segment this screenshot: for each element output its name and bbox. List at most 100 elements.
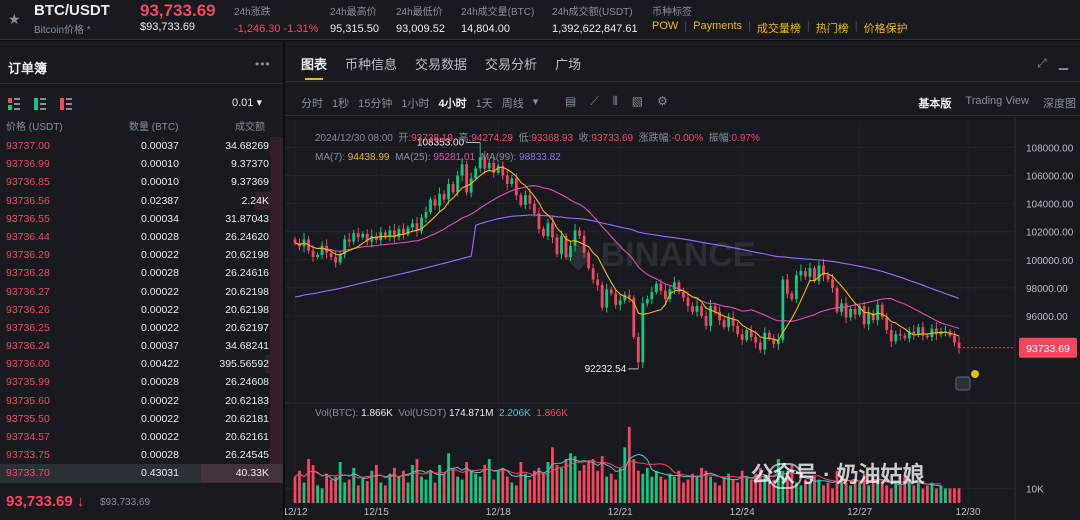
interval-time[interactable]: 分时 [301,98,323,110]
candle [659,283,663,291]
ask-price: 93736.29 [6,249,50,262]
y-tick-label: 106000.00 [1026,172,1074,183]
candle [736,325,740,335]
indicator-icon[interactable]: ▤ [565,94,577,108]
orderbook-asks-icon[interactable] [60,98,72,110]
volume-bar [826,482,830,503]
interval-more-dropdown[interactable]: ▾ [532,96,539,108]
interval-bar: 分时 1秒 15分钟 1小时 4小时 1天 周线 ▾ [301,95,547,111]
ask-row[interactable]: 93734.57 0.00022 20.62161 [0,428,283,447]
divider [285,81,1080,82]
expand-icon[interactable]: ⤢ [1037,56,1047,70]
volume-bar [365,481,369,503]
volume-bar [898,485,902,503]
candle [406,227,410,235]
interval-1s[interactable]: 1秒 [332,98,350,110]
ask-row[interactable]: 93736.24 0.00037 34.68241 [0,337,283,356]
volume-bar [392,467,396,503]
view-trading-view[interactable]: Trading View [965,95,1029,107]
volume-bar [505,476,509,503]
interval-1w[interactable]: 周线 [501,98,524,110]
ask-row[interactable]: 93735.60 0.00022 20.62183 [0,391,283,410]
ask-row[interactable]: 93736.26 0.00022 20.62198 [0,300,283,319]
price-step-select[interactable]: 0.01 ▾ [232,97,262,109]
ask-row[interactable]: 93736.99 0.00010 9.37370 [0,155,283,174]
view-basic[interactable]: 基本版 [918,98,952,110]
interval-1h[interactable]: 1小时 [401,98,430,110]
draw-line-icon[interactable]: ⟋ [590,94,599,108]
volume-tick-label: 10K [1026,484,1044,495]
candle [713,306,717,312]
fx-icon[interactable]: ▧ [631,94,644,108]
ma7-line [294,166,960,342]
tab-trading-data[interactable]: 交易数据 [415,57,468,72]
tag-pow[interactable]: POW [652,20,679,32]
ask-row[interactable]: 93736.55 0.00034 31.87043 [0,209,283,228]
ask-row[interactable]: 93737.00 0.00037 34.68269 [0,137,283,156]
tag-hot-rank[interactable]: 热门榜 [815,23,849,35]
candlestick-chart[interactable]: 108000.00 106000.00 104000.00 102000.00 1000… [285,41,1080,520]
ask-row[interactable]: 93736.28 0.00028 26.24616 [0,264,283,283]
volume-bar [654,470,658,503]
more-icon[interactable]: ••• [255,57,271,71]
ask-row[interactable]: 93736.27 0.00022 20.62198 [0,282,283,301]
view-depth[interactable]: 深度图 [1043,98,1076,110]
pair-title[interactable]: BTC/USDT [34,2,110,19]
tag-payments[interactable]: Payments [693,20,743,32]
ask-row[interactable]: 93733.70 0.43031 40.33K [0,464,283,483]
ask-row[interactable]: 93736.25 0.00022 20.62197 [0,318,283,338]
candle [925,335,929,338]
orderbook-both-icon[interactable] [8,98,20,110]
depth-bar [269,209,283,228]
ask-row[interactable]: 93736.29 0.00022 20.62198 [0,246,283,265]
interval-1d[interactable]: 1天 [475,98,493,110]
volume-bar [794,482,798,503]
candle [334,257,338,263]
tab-chart[interactable]: 图表 [301,54,327,80]
candle [858,306,862,315]
volume-bar [406,482,410,503]
ask-price: 93735.60 [6,394,50,407]
orderbook-bids-icon[interactable] [34,98,46,110]
stat-24h-turnover: 24h成交额(USDT) 1,392,622,847.61 [552,3,638,35]
pair-subtitle[interactable]: Bitcoin价格 * [34,25,91,36]
ohlc-low-label: 低: [518,133,532,144]
ask-row[interactable]: 93733.75 0.00028 26.24545 [0,446,283,465]
ticker-header: ★ BTC/USDT Bitcoin价格 * 93,733.69 $93,733… [0,0,1080,40]
ask-row[interactable]: 93735.50 0.00022 20.62181 [0,409,283,428]
tag-separator: | [854,20,858,32]
ask-row[interactable]: 93736.85 0.00010 9.37369 [0,173,283,192]
ohlc-date: 2024/12/30 08:00 [315,133,393,144]
tag-volume-rank[interactable]: 成交量榜 [756,23,801,35]
ask-row[interactable]: 93735.99 0.00028 26.24608 [0,373,283,392]
ask-row[interactable]: 93736.56 0.02387 2.24K [0,191,283,210]
candle [343,239,347,255]
candle [469,178,473,193]
candle [781,279,785,340]
settings-gear-icon[interactable]: ⚙ [657,94,668,108]
candle-type-icon[interactable]: ⫴ [612,94,618,108]
orderbook-last-price[interactable]: 93,733.69 ↓ [6,493,85,510]
ask-price: 93735.50 [6,412,50,425]
tab-trading-analysis[interactable]: 交易分析 [485,57,538,72]
tab-square[interactable]: 广场 [555,57,582,72]
volume-bar [767,482,771,503]
ask-row[interactable]: 93736.00 0.00422 395.56592 [0,355,283,374]
tag-price-protection[interactable]: 价格保护 [863,23,908,35]
interval-4h[interactable]: 4小时 [438,98,467,110]
candle [876,304,880,321]
volume-bar [402,470,405,503]
star-icon[interactable]: ★ [8,11,21,27]
volume-bar [817,479,821,503]
ask-row[interactable]: 93736.44 0.00028 26.24620 [0,227,283,247]
volume-bar [424,479,428,503]
volume-bar [591,459,595,503]
interval-15m[interactable]: 15分钟 [358,98,393,110]
notes-icon[interactable] [955,376,971,391]
ask-total: 20.62198 [225,249,269,262]
tab-coin-info[interactable]: 币种信息 [345,57,398,72]
volume-bar [483,464,487,503]
volume-bar [785,476,789,503]
collapse-icon[interactable]: ▁ [1058,56,1068,70]
candle [849,308,852,318]
